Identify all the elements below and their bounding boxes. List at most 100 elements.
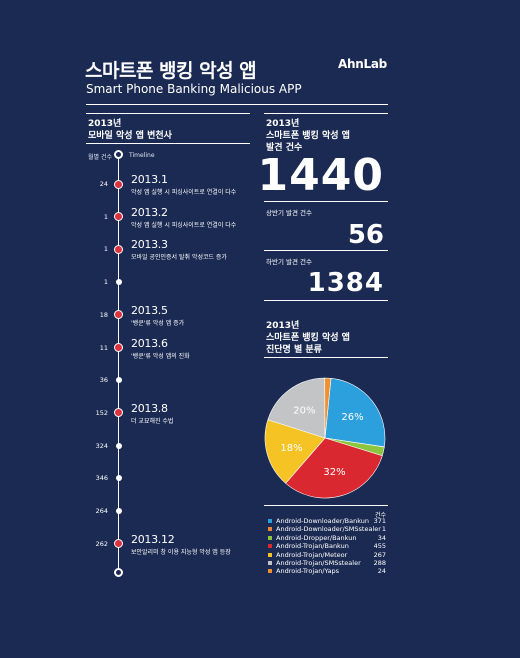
timeline-event-year: 2013.6 xyxy=(131,336,168,350)
pie-slice xyxy=(324,377,332,439)
timeline-start-dot xyxy=(114,150,123,159)
timeline-event-desc: 보안알리미 창 이용 지능형 악성 앱 등장 xyxy=(131,548,231,556)
timeline-node-dot xyxy=(115,377,122,384)
legend-item: Android-Trojan/Meteor 267 xyxy=(268,551,386,559)
timeline-node-dot xyxy=(114,212,123,222)
timeline-month-count: 152 xyxy=(95,408,108,417)
header-divider xyxy=(86,104,388,105)
timeline-node-dot xyxy=(114,539,123,549)
timeline-event-year: 2013.5 xyxy=(131,303,168,317)
timeline-top-divider xyxy=(86,113,250,114)
timeline-event-year: 2013.8 xyxy=(131,401,168,415)
timeline-event-year: 2013.1 xyxy=(131,173,168,186)
timeline-month-count: 1 xyxy=(103,212,108,221)
legend-count-header: 건수 xyxy=(375,512,387,519)
pie-slice-label: 18% xyxy=(280,443,302,454)
legend-label: Android-Dropper/Bankun xyxy=(276,533,357,542)
legend-label: Android-Trojan/Meteor xyxy=(276,550,348,559)
pie-slice-label: 20% xyxy=(293,405,315,416)
stats-divider-1 xyxy=(264,201,388,202)
timeline-heading-divider xyxy=(86,143,250,144)
timeline-month-count: 18 xyxy=(99,310,108,319)
timeline-label: Timeline xyxy=(129,152,155,159)
stats-divider-3 xyxy=(264,300,388,301)
legend-swatch xyxy=(268,527,272,532)
legend-count: 455 xyxy=(373,542,386,551)
timeline-event-desc: 더 교묘해진 수법 xyxy=(131,417,174,425)
pie-heading-line2: 진단명 별 분류 xyxy=(266,345,322,355)
legend-count: 24 xyxy=(377,567,386,576)
timeline-node-dot xyxy=(114,310,123,320)
timeline-event-year: 2013.3 xyxy=(131,238,168,252)
legend-label: Android-Trojan/Bankun xyxy=(276,542,349,551)
timeline-node-dot xyxy=(115,442,122,449)
legend-count: 267 xyxy=(373,550,386,559)
legend-item: Android-Trojan/SMSstealer 288 xyxy=(268,559,386,567)
second-half-label: 하반기 발견 건수 xyxy=(266,258,312,266)
legend-item: Android-Dropper/Bankun 34 xyxy=(268,534,386,542)
timeline-node-dot xyxy=(115,279,122,286)
timeline-month-count: 264 xyxy=(95,507,108,515)
ahnlab-logo: AhnLab xyxy=(338,57,387,71)
timeline-month-count: 24 xyxy=(99,180,108,188)
total-count: 1440 xyxy=(257,150,384,201)
legend-count: 288 xyxy=(373,559,386,567)
stats-divider-2 xyxy=(264,250,388,251)
stats-top-divider xyxy=(264,113,388,114)
legend-item: Android-Trojan/Yaps 24 xyxy=(268,567,386,575)
monthly-count-label: 월별 건수 xyxy=(88,154,112,161)
stats-heading-line2: 발견 건수 xyxy=(266,143,303,153)
second-half-count: 1384 xyxy=(307,268,384,298)
first-half-label: 상반기 발견 건수 xyxy=(266,209,312,217)
legend-swatch xyxy=(268,544,272,549)
timeline-node-dot xyxy=(114,179,123,189)
timeline-event-year: 2013.12 xyxy=(131,532,175,546)
timeline-month-count: 1 xyxy=(103,245,108,254)
timeline-month-count: 36 xyxy=(99,376,108,385)
legend-label: Android-Downloader/SMSstealer xyxy=(276,525,381,534)
timeline-month-count: 324 xyxy=(95,441,108,450)
legend-label: Android-Trojan/SMSstealer xyxy=(276,559,361,567)
timeline-event-desc: 악성 앱 실행 시 피싱사이트로 연결이 다수 xyxy=(131,221,237,229)
pie-chart: 26% 32% 18% 20% xyxy=(264,377,386,499)
timeline-month-count: 1 xyxy=(103,278,108,287)
timeline-event-desc: '뱅쿤'류 악성 앱의 진화 xyxy=(131,352,190,360)
pie-heading-divider xyxy=(264,357,388,358)
timeline-node-dot xyxy=(114,343,123,352)
timeline-event-desc: 악성 앱 실행 시 피싱사이트로 연결이 다수 xyxy=(131,189,237,196)
pie-slice xyxy=(285,437,383,499)
timeline-heading-text: 모바일 악성 앱 변천사 xyxy=(88,131,172,141)
legend-item: Android-Trojan/Bankun 455 xyxy=(268,542,386,550)
legend-swatch xyxy=(268,569,272,574)
timeline-month-count: 346 xyxy=(95,474,108,483)
stats-heading-year: 2013년 xyxy=(266,119,300,129)
timeline-axis xyxy=(118,156,119,574)
pie-slice xyxy=(324,377,386,448)
timeline-event-desc: 모바일 공인인증서 탈취 악성코드 증가 xyxy=(131,254,227,262)
first-half-count: 56 xyxy=(347,220,384,250)
timeline-node-dot xyxy=(115,475,122,482)
legend-swatch xyxy=(268,519,272,523)
timeline-month-count: 262 xyxy=(95,539,108,548)
legend-swatch xyxy=(268,561,272,565)
page-title: 스마트폰 뱅킹 악성 앱 xyxy=(85,60,257,82)
legend-count: 34 xyxy=(377,533,386,542)
legend-swatch xyxy=(268,535,272,540)
page-subtitle: Smart Phone Banking Malicious APP xyxy=(86,82,302,96)
pie-slice xyxy=(267,377,326,439)
timeline-heading: 2013년 모바일 악성 앱 변천사 xyxy=(88,118,172,142)
stats-heading-line1: 스마트폰 뱅킹 악성 앱 xyxy=(266,131,350,141)
stats-heading: 2013년 스마트폰 뱅킹 악성 앱 발견 건수 xyxy=(266,118,350,154)
timeline-node-dot xyxy=(115,508,122,514)
pie-heading-line1: 스마트폰 뱅킹 악성 앱 xyxy=(266,333,350,343)
pie-slice-label: 32% xyxy=(323,467,345,478)
timeline-heading-year: 2013년 xyxy=(88,119,122,129)
timeline-node-dot xyxy=(114,408,123,418)
timeline-end-dot xyxy=(114,568,123,577)
legend-count: 371 xyxy=(373,517,386,525)
legend-item: Android-Downloader/SMSstealer 1 xyxy=(268,525,386,533)
legend-divider xyxy=(264,505,388,506)
timeline-event-desc: '뱅쿤'류 악성 앱 증가 xyxy=(131,319,185,327)
legend-label: Android-Trojan/Yaps xyxy=(276,567,340,576)
legend-item: Android-Downloader/Bankun 371 xyxy=(268,517,386,525)
